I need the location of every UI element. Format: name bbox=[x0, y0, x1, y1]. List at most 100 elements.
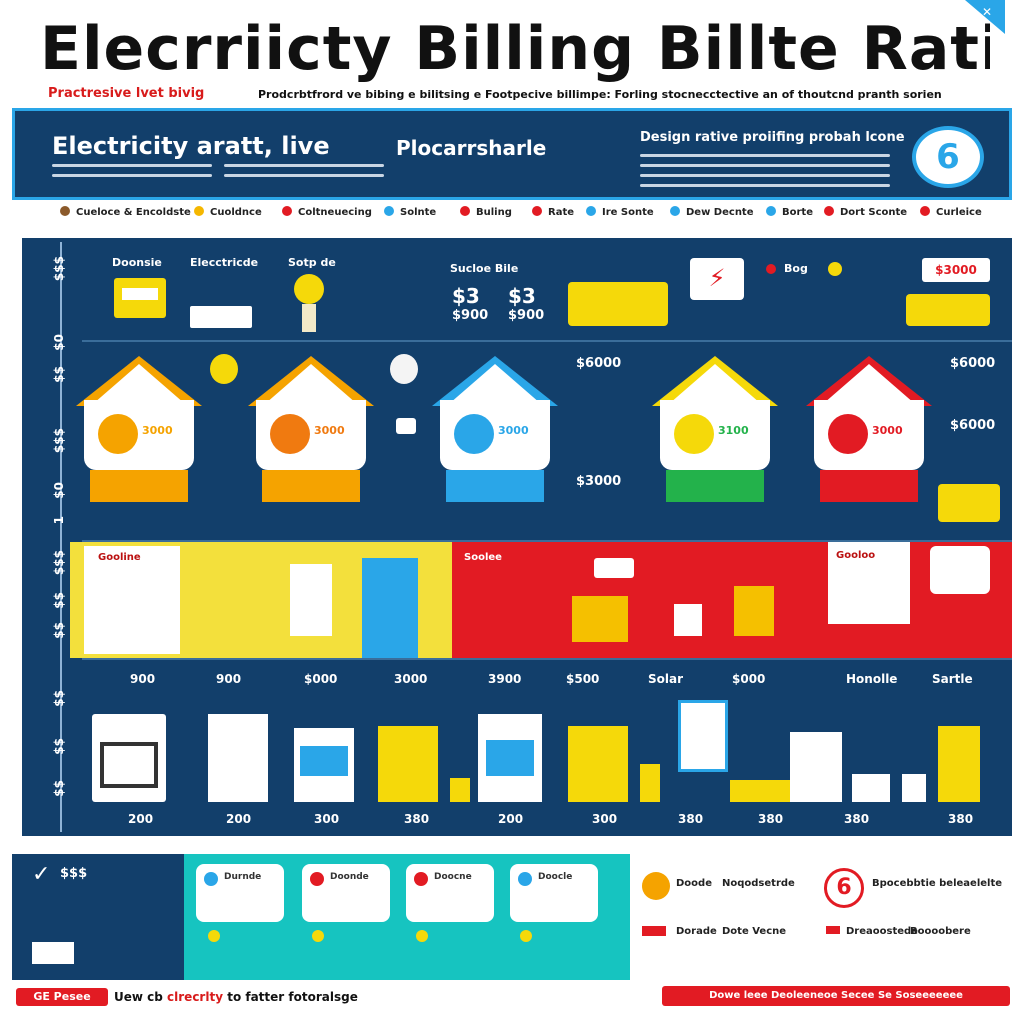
lightbulb-icon bbox=[294, 274, 324, 304]
info-label: Boooobere bbox=[910, 926, 971, 937]
y-axis-line bbox=[60, 242, 62, 832]
appliance-kwh: 380 bbox=[844, 812, 870, 826]
info-label: Dreaoostede bbox=[846, 926, 918, 937]
appliance-kwh: 200 bbox=[226, 812, 252, 826]
cta-button[interactable]: Dowe leee Deoleeneoe Secee Se Soseeeeeee bbox=[662, 986, 1010, 1006]
info-card bbox=[938, 484, 1000, 522]
thermostat-icon bbox=[594, 558, 634, 578]
legend-dot-icon bbox=[532, 206, 542, 216]
appliance-kwh: 300 bbox=[314, 812, 340, 826]
info-card[interactable]: Doocle bbox=[510, 864, 598, 922]
desk-icon bbox=[114, 278, 166, 318]
legend-item: Borte bbox=[766, 206, 813, 218]
info-card bbox=[568, 282, 668, 326]
banner-text-line bbox=[52, 174, 212, 177]
banner-text-line bbox=[640, 154, 890, 157]
badge-icon: 6 bbox=[824, 868, 864, 908]
appliance-price: 3000 bbox=[394, 672, 428, 686]
legend-item: Dew Decnte bbox=[670, 206, 754, 218]
banner-text-line bbox=[640, 174, 890, 177]
banner-subheading: Plocarrsharle bbox=[396, 136, 547, 160]
banner-text-line bbox=[224, 174, 384, 177]
legend-item: Coltneuecing bbox=[282, 206, 372, 218]
fridge-icon bbox=[208, 714, 268, 802]
house-card: 3000 bbox=[806, 356, 932, 502]
y-tick: $$ bbox=[52, 780, 66, 797]
legend-dot-icon bbox=[920, 206, 930, 216]
band-title: Soolee bbox=[464, 552, 502, 563]
page-title: Elecrriicty Billing Billte Ratie bbox=[40, 14, 990, 84]
legend-dot-icon bbox=[384, 206, 394, 216]
info-label: Noqodsetrde bbox=[722, 878, 795, 889]
tagline: Uew cb clrecrlty to fatter fotoralsge bbox=[114, 990, 358, 1004]
boiler-icon bbox=[790, 732, 842, 802]
house-card: 3000 bbox=[248, 356, 374, 502]
price-label: $6000 bbox=[576, 356, 622, 371]
price-label: $3000 bbox=[576, 474, 622, 489]
card-icon bbox=[310, 872, 324, 886]
top-label: Sucloe Bile bbox=[450, 262, 519, 275]
coin-icon bbox=[828, 262, 842, 276]
window-card bbox=[828, 542, 910, 624]
learn-more-button[interactable]: GE Pesee bbox=[16, 988, 108, 1006]
appliance-label: Honolle bbox=[846, 672, 898, 686]
banner-text-line bbox=[224, 164, 384, 167]
house-card: 3000 bbox=[76, 356, 202, 502]
lightning-icon: ⚡ bbox=[690, 258, 744, 300]
battery-icon bbox=[730, 780, 792, 802]
appliance-price: $500 bbox=[566, 672, 600, 686]
meter-dial-icon bbox=[828, 414, 868, 454]
washer-icon bbox=[478, 714, 542, 802]
stove-icon bbox=[92, 714, 166, 802]
y-tick: $$ bbox=[52, 738, 66, 755]
box-icon bbox=[734, 586, 774, 636]
coin-icon bbox=[208, 930, 220, 942]
appliance-price: $000 bbox=[304, 672, 338, 686]
appliance-kwh: 200 bbox=[498, 812, 524, 826]
bar-icon bbox=[826, 926, 840, 934]
info-label: Doode bbox=[676, 878, 712, 889]
meter-dial-icon bbox=[98, 414, 138, 454]
card-icon bbox=[414, 872, 428, 886]
legend-dot-icon bbox=[670, 206, 680, 216]
toaster-icon bbox=[902, 774, 926, 802]
info-card bbox=[906, 294, 990, 326]
grid-line bbox=[82, 540, 1012, 542]
appliance-kwh: 380 bbox=[678, 812, 704, 826]
meter-dial-icon bbox=[270, 414, 310, 454]
appliance-price: $000 bbox=[732, 672, 766, 686]
top-label: Elecctricde bbox=[190, 256, 259, 269]
top-label: Doonsie bbox=[112, 256, 162, 269]
subtitle-highlight: Practresive lvet bivig bbox=[48, 86, 205, 101]
appliance-price: 3900 bbox=[488, 672, 522, 686]
meter-reading: 3000 bbox=[142, 424, 173, 437]
band-title: Gooloo bbox=[836, 550, 876, 561]
info-card[interactable]: Doocne bbox=[406, 864, 494, 922]
appliance-label: Sartle bbox=[932, 672, 973, 686]
grid-line bbox=[82, 658, 1012, 660]
card-icon bbox=[518, 872, 532, 886]
y-tick: $$ bbox=[52, 622, 66, 639]
house-base bbox=[90, 470, 188, 502]
check-icon: ✓ bbox=[32, 862, 51, 887]
appliance-kwh: 380 bbox=[404, 812, 430, 826]
meter-reading: 3000 bbox=[498, 424, 529, 437]
price-label: $3 bbox=[452, 284, 480, 308]
legend-item: Ire Sonte bbox=[586, 206, 654, 218]
price-label: $6000 bbox=[950, 418, 996, 433]
band-red bbox=[452, 542, 1012, 658]
legend-dot-icon bbox=[282, 206, 292, 216]
info-card[interactable]: Doonde bbox=[302, 864, 390, 922]
legend-item: Curleice bbox=[920, 206, 982, 218]
legend-dot-icon bbox=[586, 206, 596, 216]
heater-icon bbox=[568, 726, 628, 802]
legend-item: Dort Sconte bbox=[824, 206, 907, 218]
price-label: $3 bbox=[508, 284, 536, 308]
coin-icon bbox=[416, 930, 428, 942]
plug-icon bbox=[396, 418, 416, 434]
rate-board: $$$ $0 $$ $$$ $0 1 $$$ $$ $$ $$ $$ $$ Do… bbox=[22, 238, 1012, 836]
info-card[interactable]: Durnde bbox=[196, 864, 284, 922]
meter-icon bbox=[190, 306, 252, 328]
close-icon[interactable]: ✕ bbox=[982, 5, 993, 19]
house-base bbox=[262, 470, 360, 502]
